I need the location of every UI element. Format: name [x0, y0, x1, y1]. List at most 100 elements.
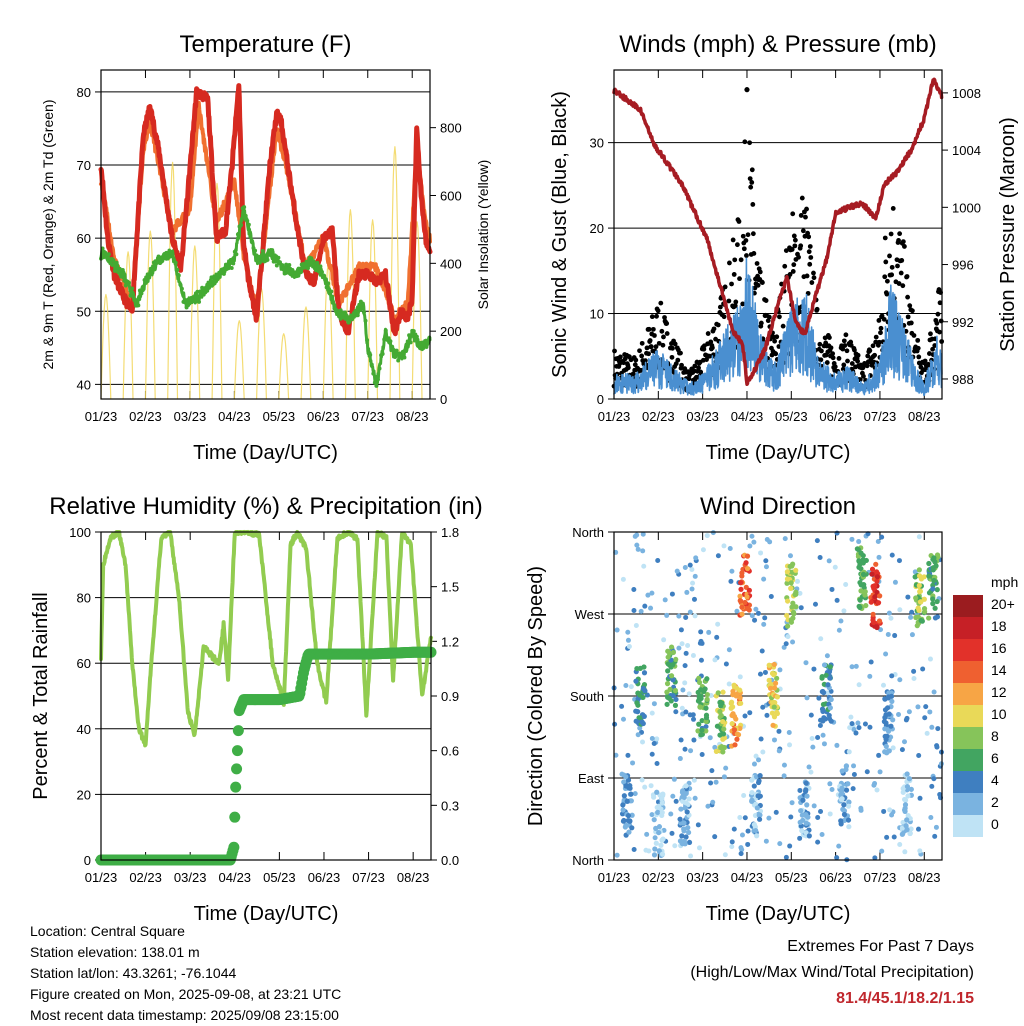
direction-point — [929, 724, 935, 730]
dewpoint-point — [414, 334, 419, 339]
direction-point — [904, 827, 910, 833]
gust-point — [757, 269, 763, 275]
gust-point — [884, 291, 890, 297]
direction-point — [749, 798, 755, 804]
gust-point — [890, 206, 896, 211]
direction-point — [834, 742, 840, 748]
direction-point — [668, 644, 675, 650]
direction-point — [875, 600, 882, 606]
dewpoint-point — [358, 299, 363, 304]
direction-point — [927, 709, 933, 715]
gust-point — [647, 338, 653, 343]
direction-point — [934, 744, 940, 750]
y2-tick-label: 992 — [952, 315, 974, 330]
dewpoint-point — [293, 271, 298, 276]
gust-point — [908, 320, 914, 326]
gust-point — [905, 314, 911, 320]
gust-point — [750, 202, 756, 207]
direction-point — [654, 736, 660, 742]
gust-point — [925, 361, 931, 367]
direction-point — [847, 725, 853, 731]
gust-point — [773, 351, 779, 357]
y2-tick-label: 0 — [440, 392, 447, 407]
direction-point — [882, 733, 888, 740]
direction-point — [758, 736, 764, 742]
gust-point — [907, 303, 913, 309]
direction-point — [811, 666, 817, 672]
direction-point — [912, 569, 918, 575]
direction-point — [688, 853, 694, 859]
x-tick-label: 01/23 — [85, 409, 118, 424]
direction-point — [838, 618, 844, 624]
dewpoint-point — [405, 341, 410, 346]
direction-point — [739, 832, 745, 838]
direction-point — [793, 567, 799, 573]
direction-point — [851, 726, 857, 732]
direction-point — [686, 796, 692, 802]
gust-point — [686, 376, 692, 382]
direction-point — [869, 571, 875, 577]
dewpoint-point — [267, 249, 272, 254]
direction-point — [672, 843, 678, 849]
direction-point — [896, 558, 902, 564]
direction-point — [874, 574, 881, 580]
direction-point — [789, 563, 795, 569]
dewpoint-point — [243, 213, 248, 218]
direction-point — [686, 691, 692, 697]
dewpoint-point — [354, 308, 359, 313]
direction-point — [824, 653, 830, 659]
direction-point — [664, 701, 670, 707]
direction-point — [817, 722, 823, 728]
gust-point — [889, 272, 895, 278]
direction-point — [877, 769, 883, 775]
direction-point — [789, 800, 795, 806]
direction-point — [619, 703, 625, 709]
direction-point — [645, 592, 651, 598]
gust-point — [900, 239, 906, 245]
direction-point — [929, 783, 935, 789]
direction-point — [770, 722, 776, 728]
direction-point — [632, 791, 638, 797]
direction-point — [768, 593, 774, 599]
direction-point — [649, 736, 655, 742]
gust-point — [806, 249, 812, 255]
direction-point — [890, 745, 896, 751]
pressure-series — [612, 77, 944, 387]
gust-point — [742, 139, 748, 145]
direction-point — [836, 627, 842, 633]
direction-point — [773, 809, 779, 815]
dewpoint-point — [207, 281, 212, 286]
direction-point — [862, 592, 868, 598]
chart-title: Winds (mph) & Pressure (mb) — [619, 31, 936, 58]
gust-point — [621, 360, 626, 366]
direction-point — [808, 769, 814, 775]
direction-point — [721, 726, 727, 732]
direction-point — [818, 808, 824, 814]
direction-point — [664, 681, 671, 687]
direction-point — [834, 530, 840, 536]
direction-point — [797, 590, 803, 596]
direction-point — [903, 823, 909, 829]
dewpoint-point — [408, 340, 413, 345]
dewpoint-point — [134, 299, 139, 304]
direction-point — [690, 712, 696, 718]
gust-point — [841, 338, 847, 344]
direction-point — [721, 543, 727, 549]
direction-point — [651, 794, 657, 800]
direction-point — [683, 800, 689, 806]
direction-point — [856, 725, 862, 731]
dewpoint-point — [416, 341, 421, 346]
direction-point — [621, 793, 627, 799]
direction-point — [701, 688, 707, 694]
direction-point — [885, 631, 891, 637]
direction-point — [902, 849, 908, 855]
dewpoint-point — [167, 254, 172, 259]
dewpoint-point — [421, 340, 426, 345]
direction-point — [655, 809, 661, 815]
direction-point — [628, 684, 634, 690]
solar-pulse — [389, 146, 401, 400]
dewpoint-point — [195, 289, 200, 294]
dewpoint-point — [249, 239, 254, 244]
dewpoint-point — [407, 333, 412, 338]
direction-point — [930, 586, 936, 592]
